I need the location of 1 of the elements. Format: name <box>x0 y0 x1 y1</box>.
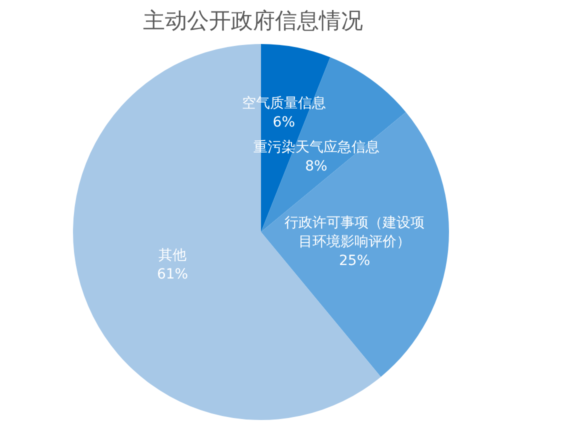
chart-title: 主动公开政府信息情况 <box>143 9 363 34</box>
